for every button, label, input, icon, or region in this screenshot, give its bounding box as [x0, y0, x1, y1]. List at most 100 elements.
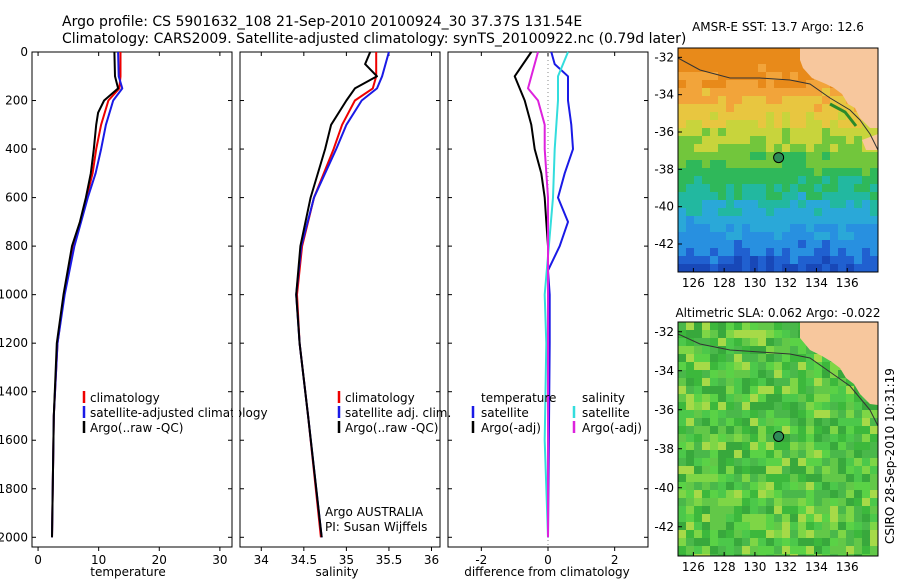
map-cell [742, 378, 751, 387]
map-cell [686, 120, 695, 129]
map-cell [790, 160, 799, 169]
map-cell [678, 434, 687, 443]
map-cell [766, 48, 775, 57]
map-cell [782, 538, 791, 547]
map-cell [702, 530, 711, 539]
sst-map-title: AMSR-E SST: 13.7 Argo: 12.6 [692, 20, 864, 34]
map-cell [822, 402, 831, 411]
y-tick-label: 600 [5, 191, 28, 205]
map-cell [734, 176, 743, 185]
map-cell [686, 530, 695, 539]
map-cell [862, 216, 871, 225]
map-cell [870, 152, 878, 161]
map-cell [814, 152, 823, 161]
map-cell [838, 434, 847, 443]
y-tick-label: 2000 [0, 530, 28, 544]
map-cell [734, 354, 743, 363]
map-cell [774, 264, 783, 272]
map-cell [814, 434, 823, 443]
map-cell [766, 120, 775, 129]
map-cell [678, 530, 687, 539]
map-cell [790, 136, 799, 145]
map-cell [702, 370, 711, 379]
map-cell [790, 330, 799, 339]
map-cell [774, 256, 783, 265]
map-cell [806, 442, 815, 451]
map-cell [862, 160, 871, 169]
map-cell [830, 490, 839, 499]
map-cell [718, 450, 727, 459]
map-cell [870, 192, 878, 201]
map-cell [774, 490, 783, 499]
map-cell [862, 240, 871, 249]
map-cell [734, 96, 743, 105]
map-cell [814, 554, 823, 556]
map-cell [710, 176, 719, 185]
map-cell [822, 546, 831, 555]
map-cell [718, 474, 727, 483]
map-cell [782, 88, 791, 97]
map-cell [854, 490, 863, 499]
map-cell [686, 80, 695, 89]
map-cell [782, 72, 791, 81]
map-cell [782, 80, 791, 89]
map-cell [854, 530, 863, 539]
map-cell [838, 538, 847, 547]
map-cell [774, 506, 783, 515]
map-cell [726, 402, 735, 411]
map-cell [702, 378, 711, 387]
map-cell [814, 410, 823, 419]
map-cell [846, 482, 855, 491]
map-cell [846, 442, 855, 451]
map-cell [790, 362, 799, 371]
map-cell [686, 362, 695, 371]
map-cell [806, 466, 815, 475]
map-cell [806, 530, 815, 539]
map-cell [862, 466, 871, 475]
map-cell [766, 240, 775, 249]
map-cell [694, 144, 703, 153]
map-cell [814, 362, 823, 371]
map-cell [702, 160, 711, 169]
map-cell [854, 498, 863, 507]
map-cell [774, 330, 783, 339]
map-cell [830, 370, 839, 379]
map-cell [742, 450, 751, 459]
map-cell [750, 346, 759, 355]
map-cell [790, 474, 799, 483]
map-cell [686, 330, 695, 339]
map-cell [862, 522, 871, 531]
legend-label-sal-satellite: satellite [582, 406, 630, 420]
legend-label-climatology: climatology [345, 391, 415, 405]
map-cell [830, 378, 839, 387]
y-tick-label: 400 [5, 142, 28, 156]
map-cell [734, 208, 743, 217]
map-cell [790, 216, 799, 225]
map-cell [766, 434, 775, 443]
map-cell [782, 434, 791, 443]
legend-label-argo: Argo(..raw -QC) [90, 421, 183, 435]
map-cell [694, 88, 703, 97]
map-cell [718, 354, 727, 363]
map-cell [782, 522, 791, 531]
map-cell [798, 240, 807, 249]
map-cell [822, 378, 831, 387]
map-cell [822, 434, 831, 443]
map-cell [822, 200, 831, 209]
map-cell [694, 370, 703, 379]
map-cell [838, 128, 847, 137]
map-cell [758, 112, 767, 121]
map-cell [782, 442, 791, 451]
map-cell [846, 144, 855, 153]
map-cell [782, 530, 791, 539]
map-cell [790, 554, 799, 556]
map-cell [710, 378, 719, 387]
map-cell [822, 96, 831, 105]
map-cell [742, 88, 751, 97]
map-cell [798, 474, 807, 483]
map-cell [854, 482, 863, 491]
map-cell [870, 514, 878, 523]
map-cell [838, 256, 847, 265]
map-cell [846, 458, 855, 467]
map-cell [758, 410, 767, 419]
